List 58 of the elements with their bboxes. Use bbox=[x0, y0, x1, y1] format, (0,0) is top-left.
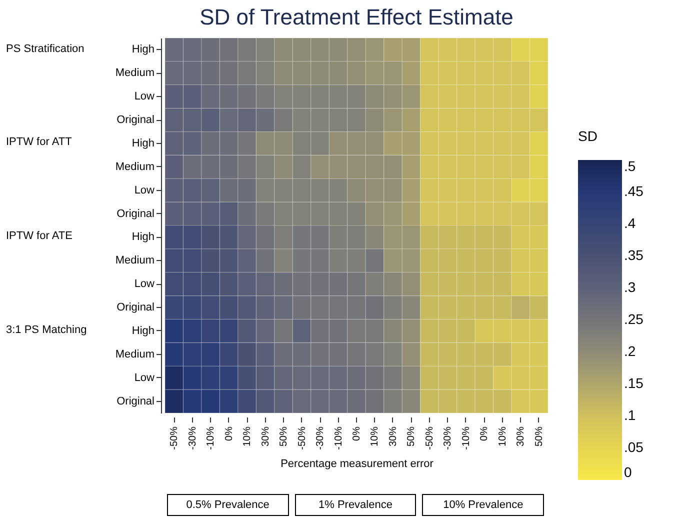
color-bar-label: .05 bbox=[624, 439, 644, 455]
x-tick-label: 10% bbox=[370, 426, 381, 447]
color-bar-label: .1 bbox=[624, 407, 636, 423]
y-tick-label: Low bbox=[134, 372, 155, 384]
y-tick-label: Medium bbox=[115, 254, 154, 267]
y-tick-label: High bbox=[132, 44, 154, 56]
text: 1% Prevalence bbox=[294, 494, 416, 516]
x-tick-label: -30% bbox=[442, 426, 454, 450]
x-tick-label: -50% bbox=[424, 426, 436, 450]
y-tick-label: High bbox=[132, 231, 154, 244]
y-tick-label: Medium bbox=[115, 67, 154, 80]
y-tick-label: Low bbox=[134, 90, 155, 103]
text: IPTW for ATT bbox=[6, 136, 72, 148]
text: 10% Prevalence bbox=[422, 494, 544, 516]
x-tick-label: -30% bbox=[315, 426, 326, 450]
y-tick-label: Original bbox=[116, 208, 154, 220]
x-tick-label: 0% bbox=[352, 426, 362, 441]
x-tick-label: 10% bbox=[242, 426, 254, 447]
color-bar-title: SD bbox=[578, 128, 598, 144]
y-tick-label: Original bbox=[116, 395, 154, 408]
x-tick-label: 10% bbox=[497, 426, 508, 447]
x-axis-title: Percentage measurement error bbox=[280, 458, 434, 470]
chart-title: SD of Treatment Effect Estimate bbox=[200, 4, 514, 30]
text: 0.5% Prevalence bbox=[167, 494, 289, 516]
y-tick-label: Low bbox=[134, 278, 155, 290]
x-tick-label: -50% bbox=[169, 426, 180, 450]
y-tick-label: Original bbox=[116, 302, 154, 314]
y-tick-label: Medium bbox=[115, 160, 154, 173]
x-tick-label: 30% bbox=[260, 426, 272, 447]
y-tick-label: Medium bbox=[115, 348, 154, 360]
y-tick-label: Original bbox=[116, 114, 154, 126]
x-tick-label: 30% bbox=[516, 426, 527, 447]
x-tick-label: -30% bbox=[187, 426, 198, 450]
text: IPTW for ATE bbox=[6, 230, 72, 242]
color-bar-label: .45 bbox=[624, 183, 644, 199]
y-tick-label: Low bbox=[134, 184, 155, 196]
x-tick-label: 50% bbox=[278, 426, 290, 447]
x-tick-label: 50% bbox=[406, 426, 418, 447]
y-tick-label: High bbox=[132, 137, 154, 150]
color-bar-label: .2 bbox=[624, 343, 636, 359]
x-tick-label: -10% bbox=[460, 426, 472, 450]
x-tick-label: 0% bbox=[224, 426, 235, 441]
color-bar-label: 0 bbox=[624, 464, 632, 480]
text: 3:1 PS Matching bbox=[6, 324, 87, 336]
color-bar-label: .3 bbox=[624, 279, 636, 295]
x-tick-label: -10% bbox=[206, 426, 217, 450]
x-tick-label: -50% bbox=[296, 426, 308, 450]
text: PS Stratification bbox=[6, 42, 84, 55]
y-tick-label: High bbox=[132, 324, 154, 337]
color-bar-label: .25 bbox=[624, 311, 644, 327]
color-bar-label: .35 bbox=[624, 247, 644, 263]
x-tick-label: -10% bbox=[333, 426, 344, 450]
x-tick-label: 50% bbox=[534, 426, 545, 447]
color-bar-label: .4 bbox=[624, 215, 636, 231]
color-bar-label: .5 bbox=[624, 158, 636, 174]
x-tick-label: 0% bbox=[479, 426, 490, 441]
color-bar-label: .15 bbox=[624, 375, 644, 391]
x-tick-label: 30% bbox=[388, 426, 399, 447]
